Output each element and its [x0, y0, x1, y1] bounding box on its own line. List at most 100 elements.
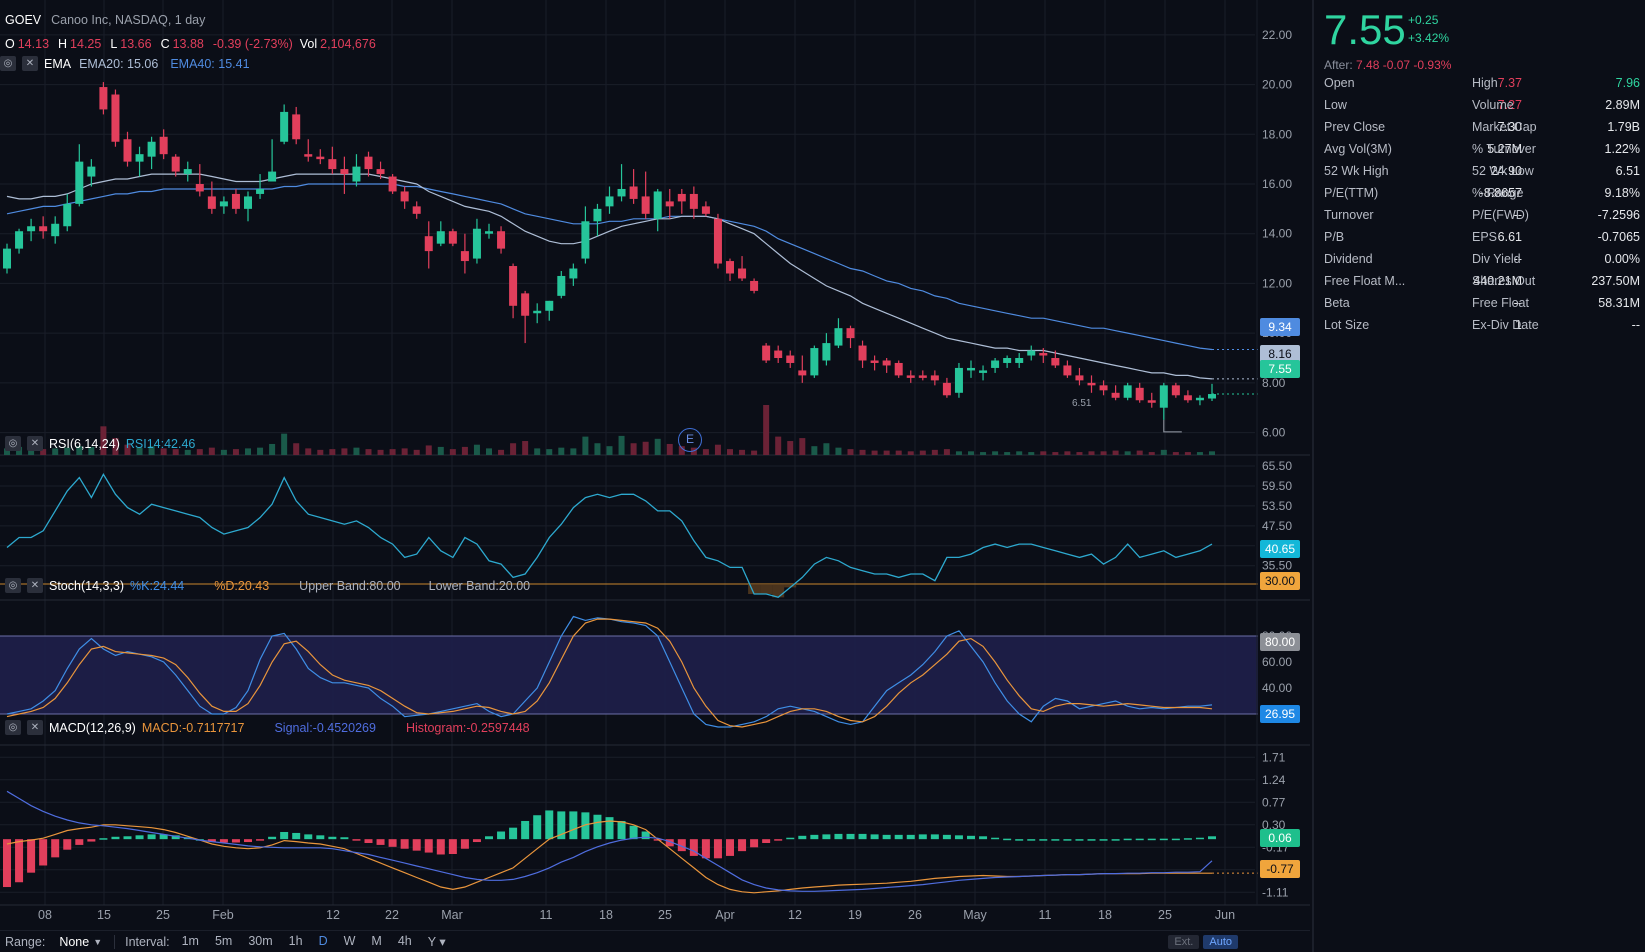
stoch-value-pill: 26.95	[1260, 705, 1300, 723]
candle-body	[39, 226, 48, 232]
rsi-value: RSI14:42.46	[125, 436, 196, 451]
ticker-name: Canoo Inc, NASDAQ, 1 day	[51, 13, 206, 27]
auto-button[interactable]: Auto	[1203, 934, 1238, 949]
candle-body	[159, 136, 168, 155]
candle-body	[412, 206, 421, 214]
volume-bar	[835, 447, 842, 455]
eye-icon[interactable]: ◎	[5, 436, 21, 451]
candle-body	[400, 191, 409, 202]
eye-icon[interactable]: ◎	[0, 56, 16, 71]
stat-value: 6.51	[1615, 164, 1640, 178]
candle-body	[328, 159, 337, 170]
volume-bar	[739, 449, 746, 455]
volume-bar	[208, 447, 215, 455]
candle-body	[738, 268, 747, 279]
rsi-line	[6, 472, 1213, 599]
candle-body	[75, 161, 84, 204]
chart-area[interactable]: 08 15 25 Feb 12 22 Mar 11 18 25 Apr 12 19 26 May 11 18 25…	[0, 0, 1310, 952]
volume-bar	[172, 449, 179, 455]
volume-bar	[401, 448, 408, 455]
histogram-bar	[352, 839, 361, 841]
stat-value: 440.21M	[1473, 274, 1522, 288]
candle-body	[798, 370, 807, 376]
macd-label: MACD(12,26,9)	[49, 720, 136, 735]
stat-value: 5.27M	[1487, 142, 1522, 156]
histogram-bar	[340, 837, 349, 840]
candle-body	[219, 201, 228, 207]
volume-bar	[341, 448, 348, 455]
volume-bar	[100, 426, 107, 455]
interval-4h[interactable]: 4h	[397, 934, 412, 948]
histogram-bar	[798, 835, 807, 840]
stat-label: Low	[1324, 98, 1347, 112]
histogram-bar	[774, 839, 783, 841]
histogram-bar	[738, 839, 747, 852]
candle-body	[593, 208, 602, 222]
chart-canvas[interactable]: 08 15 25 Feb 12 22 Mar 11 18 25 Apr 12 19 26 May 11 18 25…	[0, 0, 1310, 930]
candle-body	[762, 345, 771, 361]
x-tick-label: 11	[1039, 908, 1052, 922]
interval-30m[interactable]: 30m	[248, 934, 273, 948]
close-icon[interactable]: ✕	[27, 578, 43, 593]
x-tick-label: 25	[156, 908, 170, 922]
stat-label: 52 Wk High	[1324, 164, 1389, 178]
ticker-legend: GOEV Canoo Inc, NASDAQ, 1 day	[5, 13, 205, 27]
volume-bar	[1112, 450, 1119, 455]
volume-bar	[40, 449, 47, 455]
rsi-axis-label: 59.50	[1262, 479, 1292, 493]
interval-label: Interval:	[125, 934, 170, 949]
volume-bar	[980, 452, 987, 455]
candle-body	[87, 166, 96, 177]
rsi-axis-label: 65.50	[1262, 459, 1292, 473]
stoch-upper-band: Upper Band:80.00	[299, 578, 401, 593]
candle-body	[292, 114, 301, 140]
close-icon[interactable]: ✕	[27, 436, 43, 451]
macd-line-pill: -0.77	[1260, 860, 1300, 878]
range-select[interactable]: None	[59, 934, 90, 949]
volume-bar	[1064, 451, 1071, 455]
volume-bar	[437, 446, 444, 455]
x-tick-label: 12	[788, 908, 802, 922]
stat-value: 58.31M	[1598, 296, 1640, 310]
volume-bar	[799, 438, 806, 455]
histogram-bar	[605, 817, 614, 840]
interval-5m[interactable]: 5m	[214, 934, 233, 948]
volume-bar	[28, 448, 35, 455]
eye-icon[interactable]: ◎	[5, 578, 21, 593]
interval-1m[interactable]: 1m	[181, 934, 199, 948]
candle-body	[509, 266, 518, 306]
stoch-axis-label: 60.00	[1262, 655, 1292, 669]
candle-body	[726, 261, 734, 274]
stat-value: --	[1513, 252, 1522, 266]
volume-bar	[1160, 449, 1167, 455]
close-icon[interactable]: ✕	[22, 56, 38, 71]
histogram-bar	[991, 837, 1000, 840]
histogram-bar	[810, 834, 819, 840]
high-value: 14.25	[70, 37, 102, 51]
interval-1h[interactable]: 1h	[288, 934, 303, 948]
earnings-marker[interactable]: E	[678, 428, 702, 452]
open-label: O	[5, 37, 15, 51]
interval-M[interactable]: M	[371, 934, 382, 948]
chevron-down-icon[interactable]: ▼	[93, 936, 103, 947]
x-tick-label: 15	[97, 908, 111, 922]
x-tick-label: 18	[599, 908, 613, 922]
interval-Y[interactable]: Y ▾	[427, 935, 446, 949]
interval-D[interactable]: D	[318, 934, 328, 948]
candle-body	[834, 328, 843, 346]
stat-label: 52 Wk Low	[1472, 164, 1534, 178]
interval-W[interactable]: W	[343, 934, 356, 948]
price-change-abs: +0.25	[1408, 13, 1439, 27]
ext-button[interactable]: Ext.	[1168, 934, 1200, 949]
chevron-down-icon[interactable]: ▾	[435, 935, 446, 949]
histogram-bar	[364, 839, 373, 843]
eye-icon[interactable]: ◎	[5, 720, 21, 735]
candle-body	[1159, 385, 1168, 408]
histogram-bar	[75, 839, 84, 845]
stat-value: 7.96	[1615, 76, 1640, 90]
close-icon[interactable]: ✕	[27, 720, 43, 735]
candle-body	[460, 251, 469, 262]
candle-body	[340, 169, 349, 175]
price-axis-label: 12.00	[1262, 276, 1292, 290]
